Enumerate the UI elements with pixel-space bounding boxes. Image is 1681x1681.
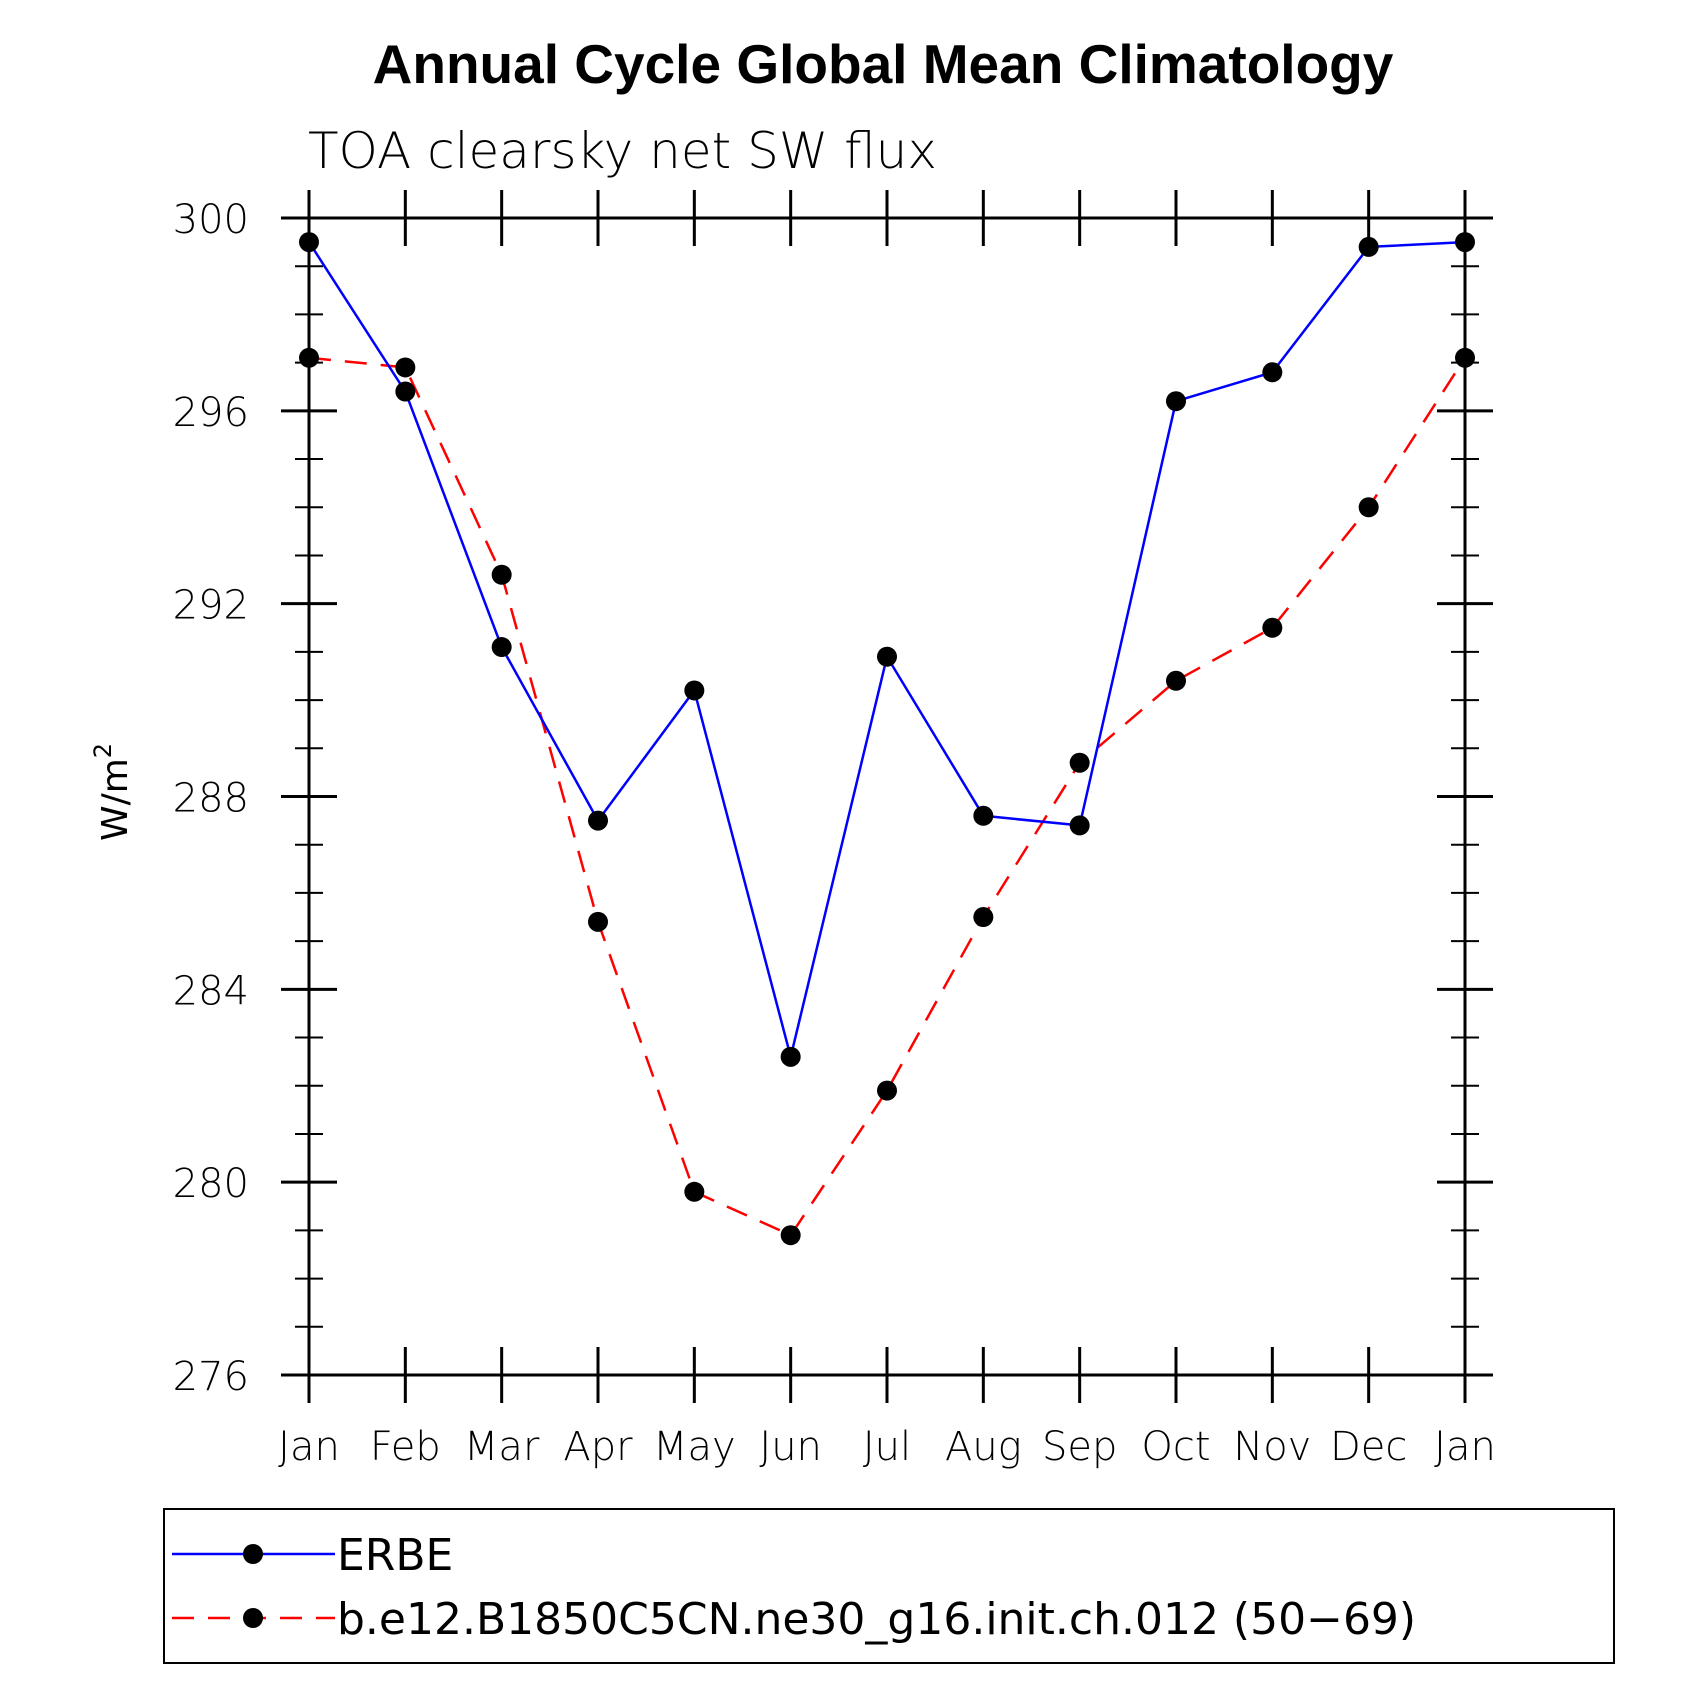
x-tick-label: Aug bbox=[945, 1424, 1022, 1470]
legend-marker-erbe bbox=[243, 1544, 263, 1564]
data-point-series-0 bbox=[588, 810, 608, 831]
chart-title: Annual Cycle Global Mean Climatology bbox=[373, 33, 1394, 95]
data-point-series-0 bbox=[1455, 232, 1475, 253]
y-tick-label: 300 bbox=[173, 197, 249, 243]
y-axis-label-text: W/m bbox=[95, 758, 136, 841]
x-tick-label: Jun bbox=[759, 1424, 822, 1470]
x-tick-label: Jan bbox=[278, 1424, 340, 1470]
x-tick-label: Jul bbox=[863, 1424, 911, 1470]
data-point-series-1 bbox=[491, 564, 512, 585]
data-point-series-1 bbox=[299, 347, 319, 368]
data-point-series-0 bbox=[395, 381, 416, 402]
y-axis-label: W/m2 bbox=[89, 743, 136, 841]
x-tick-labels: Jan Feb Mar Apr May Jun Jul Aug Sep Oct Nov Dec Jan bbox=[278, 1424, 1496, 1470]
x-tick-label: Sep bbox=[1042, 1424, 1117, 1470]
data-point-series-1 bbox=[1262, 617, 1283, 638]
series-layer bbox=[299, 232, 1475, 1246]
data-point-series-1 bbox=[780, 1225, 801, 1246]
y-tick-label: 276 bbox=[173, 1354, 249, 1400]
legend-box bbox=[163, 1508, 1615, 1664]
legend-label-model: b.e12.B1850C5CN.ne30_g16.init.ch.012 (50… bbox=[337, 1594, 1416, 1645]
data-point-series-0 bbox=[780, 1046, 801, 1067]
data-point-series-0 bbox=[973, 805, 994, 826]
legend-marker-model bbox=[243, 1608, 263, 1628]
legend-label-erbe: ERBE bbox=[337, 1530, 453, 1581]
data-point-series-1 bbox=[588, 911, 608, 932]
svg-text:W/m2: W/m2 bbox=[89, 743, 136, 841]
x-tick-label: Nov bbox=[1233, 1424, 1311, 1470]
data-point-series-1 bbox=[684, 1181, 705, 1202]
data-point-series-1 bbox=[1166, 670, 1186, 691]
x-tick-label: Apr bbox=[563, 1424, 633, 1470]
x-tick-label: Dec bbox=[1330, 1424, 1407, 1470]
ticks-layer bbox=[281, 190, 1493, 1403]
chart-subtitle: TOA clearsky net SW flux bbox=[308, 122, 937, 180]
data-point-series-0 bbox=[877, 646, 897, 667]
y-tick-label: 280 bbox=[173, 1161, 249, 1207]
data-point-series-0 bbox=[1262, 362, 1283, 383]
x-tick-label: Feb bbox=[370, 1424, 441, 1470]
data-point-series-1 bbox=[877, 1080, 897, 1101]
data-point-series-1 bbox=[1069, 752, 1090, 773]
data-point-series-0 bbox=[1069, 815, 1090, 836]
y-tick-label: 292 bbox=[173, 583, 249, 629]
data-point-series-1 bbox=[395, 357, 416, 378]
series-line-1 bbox=[308, 356, 1467, 1237]
x-tick-label: Mar bbox=[464, 1424, 540, 1470]
data-point-series-1 bbox=[1358, 497, 1379, 518]
data-point-series-0 bbox=[299, 232, 319, 253]
data-point-series-1 bbox=[1455, 347, 1475, 368]
data-point-series-1 bbox=[973, 907, 994, 928]
y-tick-label: 284 bbox=[173, 968, 249, 1014]
y-axis-label-superscript: 2 bbox=[89, 743, 117, 758]
plot-frame bbox=[307, 216, 1467, 1377]
y-tick-label: 296 bbox=[173, 390, 249, 436]
x-tick-label: Jan bbox=[1434, 1424, 1496, 1470]
data-point-series-0 bbox=[1358, 236, 1379, 257]
data-point-series-0 bbox=[1166, 391, 1186, 412]
data-point-series-0 bbox=[684, 680, 705, 701]
y-tick-labels: 276 280 284 288 292 296 300 bbox=[173, 197, 249, 1400]
x-tick-label: Oct bbox=[1141, 1424, 1210, 1470]
y-tick-label: 288 bbox=[173, 776, 249, 822]
x-tick-label: May bbox=[653, 1424, 736, 1470]
legend: ERBE b.e12.B1850C5CN.ne30_g16.init.ch.01… bbox=[163, 1508, 1615, 1664]
data-point-series-0 bbox=[491, 637, 512, 658]
